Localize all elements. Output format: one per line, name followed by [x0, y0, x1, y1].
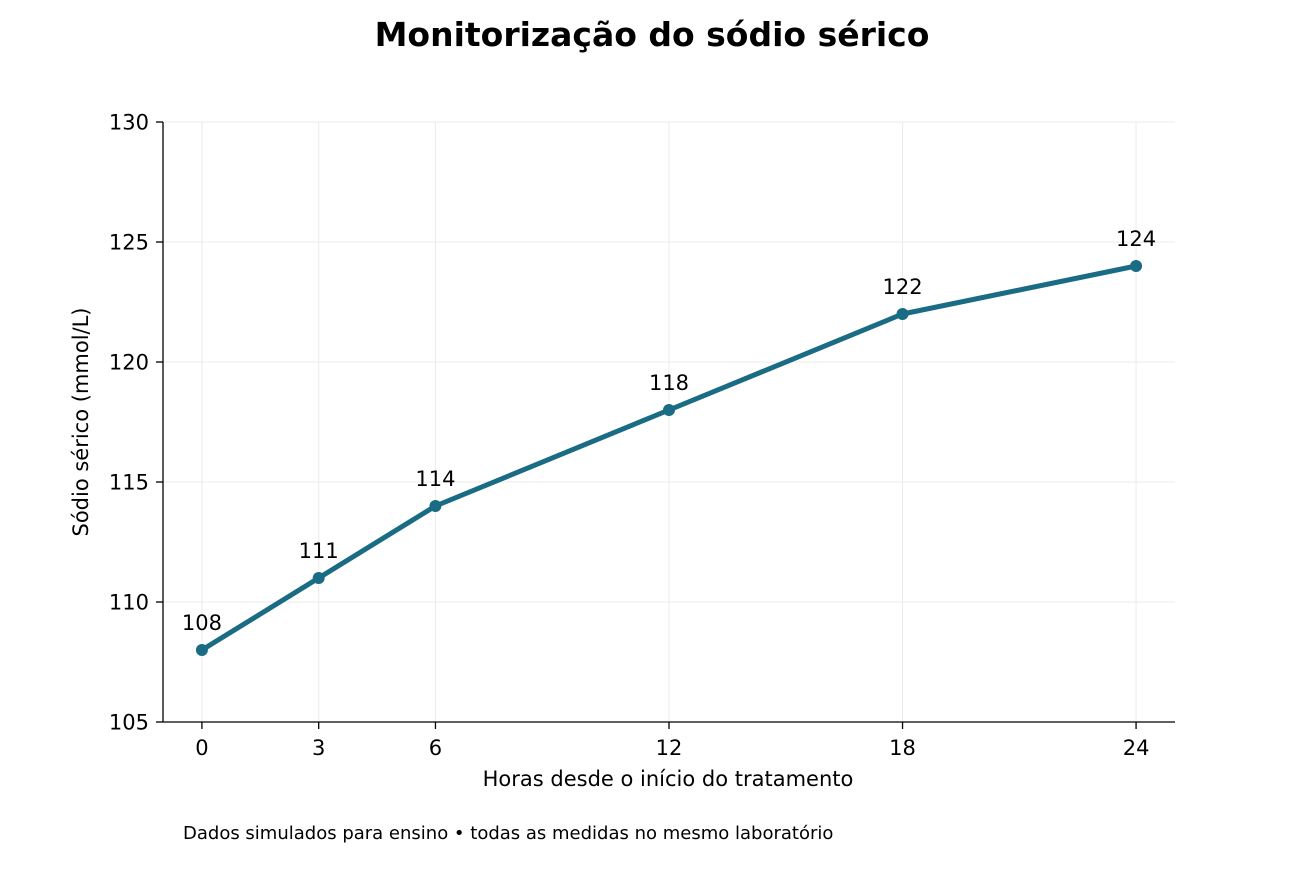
x-axis-label: Horas desde o início do tratamento	[483, 767, 854, 791]
y-axis-ticks: 105 110 115 120 125 130	[109, 111, 163, 735]
data-label-3: 118	[649, 371, 689, 395]
y-tick-label-4: 125	[109, 231, 149, 255]
data-point-1	[312, 572, 325, 584]
y-tick-label-0: 105	[109, 711, 149, 735]
y-tick-label-2: 115	[109, 471, 149, 495]
chart-title: Monitorização do sódio sérico	[375, 15, 930, 54]
data-point-5	[1130, 260, 1143, 272]
x-tick-label-2: 6	[429, 736, 442, 760]
series-group	[195, 260, 1143, 656]
x-tick-label-5: 24	[1123, 736, 1150, 760]
y-axis-label: Sódio sérico (mmol/L)	[69, 307, 93, 536]
series-line-0	[199, 263, 1139, 653]
data-label-2: 114	[415, 467, 455, 491]
x-tick-label-0: 0	[195, 736, 208, 760]
footnote: Dados simulados para ensino • todas as m…	[183, 823, 833, 844]
data-point-4	[896, 308, 909, 320]
data-point-3	[663, 404, 675, 416]
gridlines	[163, 121, 1175, 723]
data-label-5: 124	[1116, 227, 1156, 251]
x-tick-label-1: 3	[312, 736, 325, 760]
y-tick-label-5: 130	[109, 111, 149, 135]
data-point-2	[429, 500, 442, 512]
data-label-4: 122	[882, 275, 922, 299]
data-label-1: 111	[299, 539, 339, 563]
data-point-0	[195, 644, 208, 656]
x-tick-label-3: 12	[656, 736, 683, 760]
y-tick-label-3: 120	[109, 351, 149, 375]
data-label-0: 108	[182, 611, 222, 635]
x-tick-label-4: 18	[889, 736, 916, 760]
y-tick-label-1: 110	[109, 591, 149, 615]
data-labels: 108 111 114 118 122 124	[182, 227, 1156, 635]
x-axis-ticks: 0 3 6 12 18 24	[195, 722, 1149, 760]
